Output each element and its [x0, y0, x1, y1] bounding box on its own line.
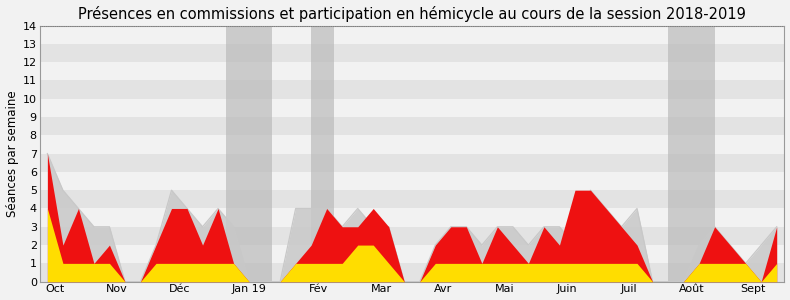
Bar [40, 190, 784, 208]
Bar [40, 44, 784, 62]
Bar [40, 62, 784, 80]
Bar [40, 26, 784, 44]
Y-axis label: Séances par semaine: Séances par semaine [6, 90, 18, 217]
Bar [40, 172, 784, 190]
Title: Présences en commissions et participation en hémicycle au cours de la session 20: Présences en commissions et participatio… [78, 6, 746, 22]
Bar [40, 154, 784, 172]
Bar [40, 117, 784, 135]
Bar [311, 26, 334, 282]
Bar [40, 263, 784, 282]
Bar [668, 26, 715, 282]
Bar [40, 208, 784, 227]
Bar [40, 99, 784, 117]
Bar [40, 135, 784, 154]
Bar [40, 227, 784, 245]
Bar [40, 245, 784, 263]
Bar [226, 26, 273, 282]
Bar [40, 80, 784, 99]
